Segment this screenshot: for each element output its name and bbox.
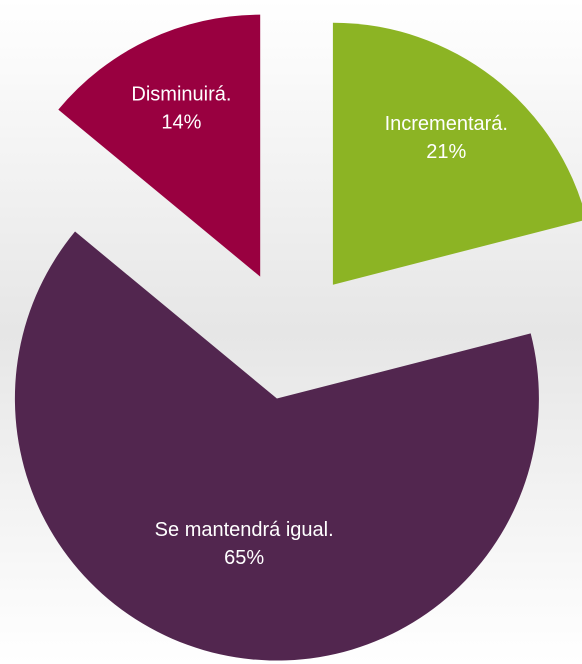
slice-value-label: 65% <box>224 547 264 569</box>
pie-slice <box>58 14 261 277</box>
slice-label: Incrementará. <box>385 113 508 135</box>
pie-slice <box>14 231 539 661</box>
slice-value-label: 14% <box>161 112 201 134</box>
slice-label: Disminuirá. <box>131 84 231 106</box>
pie-slice <box>332 22 582 285</box>
slice-label: Se mantendrá igual. <box>155 519 334 541</box>
slice-value-label: 21% <box>426 141 466 163</box>
